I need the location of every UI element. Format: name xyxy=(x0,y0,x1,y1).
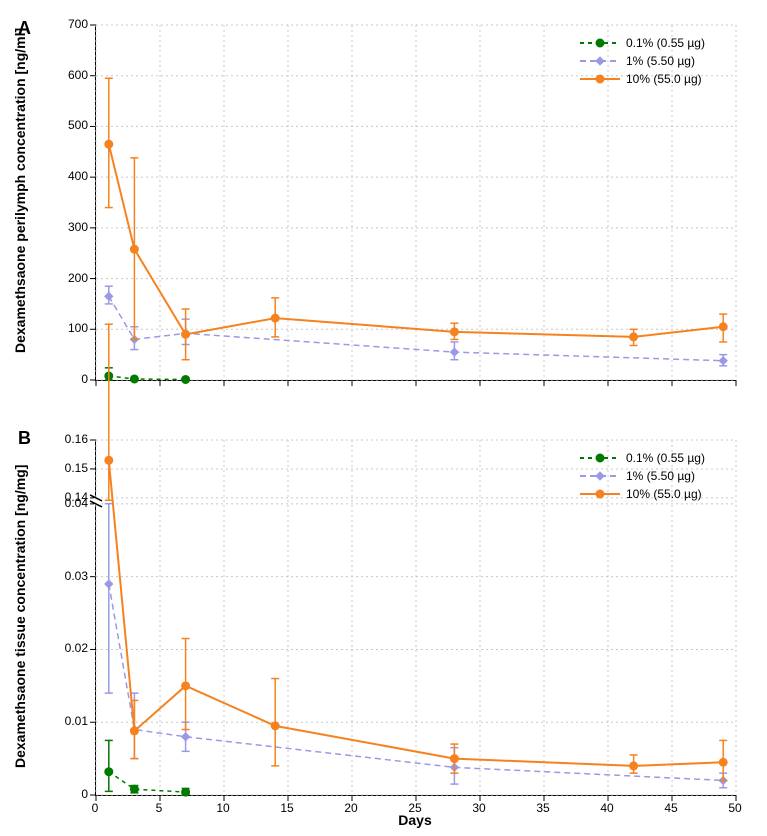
legend-label: 0.1% (0.55 µg) xyxy=(626,36,705,50)
ytick-label: 100 xyxy=(50,321,88,335)
legend-label: 0.1% (0.55 µg) xyxy=(626,451,705,465)
legend-row: 10% (55.0 µg) xyxy=(580,71,705,87)
ytick-label: 0.01 xyxy=(45,714,88,728)
panel-a-legend: 0.1% (0.55 µg) 1% (5.50 µg) 10% (55.0 µg) xyxy=(580,35,705,89)
xtick-label: 50 xyxy=(720,801,750,815)
xtick-label: 0 xyxy=(80,801,110,815)
panel-b-legend: 0.1% (0.55 µg) 1% (5.50 µg) 10% (55.0 µg) xyxy=(580,450,705,504)
legend-row: 0.1% (0.55 µg) xyxy=(580,450,705,466)
xtick-label: 40 xyxy=(592,801,622,815)
ytick-label: 500 xyxy=(50,118,88,132)
ytick-label: 0.16 xyxy=(45,432,88,446)
ytick-label: 200 xyxy=(50,271,88,285)
legend-label: 10% (55.0 µg) xyxy=(626,72,702,86)
ytick-label: 0.02 xyxy=(45,641,88,655)
legend-row: 1% (5.50 µg) xyxy=(580,53,705,69)
ytick-label: 700 xyxy=(50,17,88,31)
legend-label: 10% (55.0 µg) xyxy=(626,487,702,501)
xtick-label: 10 xyxy=(208,801,238,815)
xtick-label: 5 xyxy=(144,801,174,815)
ytick-label: 600 xyxy=(50,68,88,82)
ytick-label: 400 xyxy=(50,169,88,183)
figure: A Dexamethsaone perilymph concentration … xyxy=(0,0,767,836)
xtick-label: 15 xyxy=(272,801,302,815)
xtick-label: 35 xyxy=(528,801,558,815)
legend-row: 10% (55.0 µg) xyxy=(580,486,705,502)
ytick-label: 0 xyxy=(45,787,88,801)
legend-label: 1% (5.50 µg) xyxy=(626,54,695,68)
xtick-label: 25 xyxy=(400,801,430,815)
panel-a-ylabel: Dexamethsaone perilymph concentration [n… xyxy=(12,53,28,353)
ytick-label: 0.03 xyxy=(45,569,88,583)
xtick-label: 30 xyxy=(464,801,494,815)
panel-b-label: B xyxy=(18,428,31,449)
ytick-label: 0.15 xyxy=(45,461,88,475)
ytick-label: 300 xyxy=(50,220,88,234)
ytick-label: 0.14 xyxy=(45,490,88,504)
panel-b-ylabel: Dexamethsaone tissue concentration [ng/m… xyxy=(12,468,28,768)
legend-row: 1% (5.50 µg) xyxy=(580,468,705,484)
legend-row: 0.1% (0.55 µg) xyxy=(580,35,705,51)
xtick-label: 45 xyxy=(656,801,686,815)
legend-label: 1% (5.50 µg) xyxy=(626,469,695,483)
xtick-label: 20 xyxy=(336,801,366,815)
ytick-label: 0 xyxy=(50,372,88,386)
